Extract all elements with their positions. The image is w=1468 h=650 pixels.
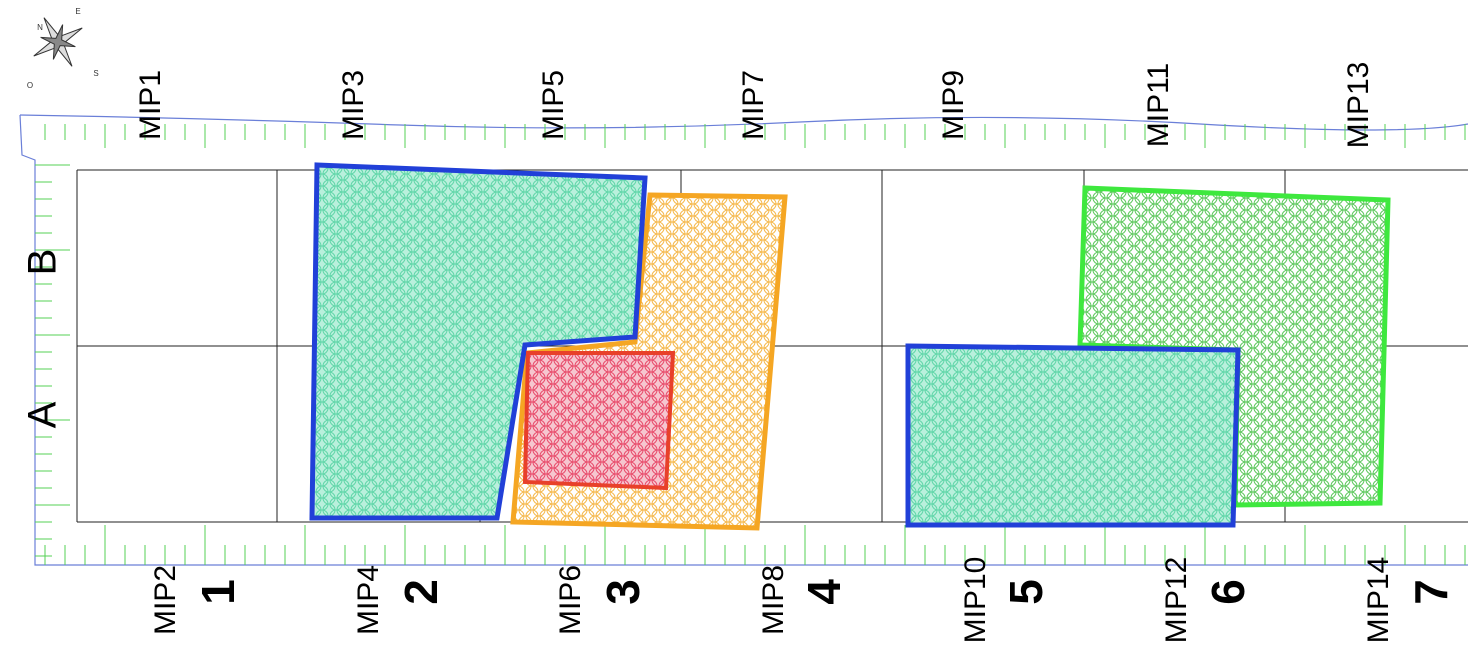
row-label: A [21, 401, 65, 428]
column-label-bottom: MIP2 [149, 565, 182, 635]
column-label-bottom: MIP4 [352, 565, 385, 635]
compass-label: N [37, 23, 43, 32]
column-label-bottom: MIP10 [959, 557, 992, 644]
plot-blue [309, 162, 648, 521]
ruler-ticks [35, 124, 1466, 565]
column-label-top: MIP7 [737, 70, 770, 140]
row-label: B [21, 249, 65, 276]
column-label-top: MIP9 [937, 70, 970, 140]
compass-label: O [27, 81, 33, 90]
column-number: 1 [192, 579, 244, 605]
boundary-left-bottom [19, 114, 1468, 566]
column-label-bottom: MIP14 [1362, 557, 1395, 644]
column-number: 5 [1000, 579, 1052, 605]
column-label-top: MIP13 [1342, 62, 1375, 149]
column-label-top: MIP1 [134, 70, 167, 140]
plot-red [522, 351, 676, 491]
column-label-top: MIP5 [537, 70, 570, 140]
plot-blue-2 [905, 343, 1241, 528]
compass-label: S [93, 69, 98, 78]
column-label-bottom: MIP6 [554, 565, 587, 635]
column-label-top: MIP11 [1142, 63, 1175, 147]
column-number: 2 [395, 579, 447, 605]
column-number: 7 [1405, 579, 1457, 605]
compass [33, 17, 83, 67]
column-label-bottom: MIP12 [1160, 557, 1193, 644]
compass-label: E [75, 7, 80, 16]
column-number: 3 [597, 579, 649, 605]
boundary-top [19, 114, 1468, 131]
column-label-top: MIP3 [337, 70, 370, 140]
column-label-bottom: MIP8 [757, 565, 790, 635]
column-number: 6 [1202, 579, 1254, 605]
column-number: 4 [798, 579, 850, 605]
